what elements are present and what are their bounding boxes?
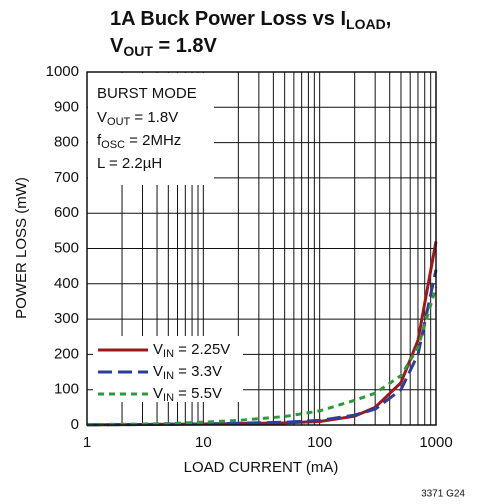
- annotation-part: = 1.8V: [130, 109, 178, 126]
- annotation: fOSC = 2MHz: [97, 132, 181, 151]
- x-tick-label: 10: [195, 434, 212, 451]
- annotation-box: [88, 73, 214, 185]
- title-part: = 1.8V: [153, 35, 218, 57]
- legend-text: V: [153, 363, 163, 380]
- y-tick-label: 300: [54, 310, 79, 327]
- annotation-part: V: [97, 109, 107, 126]
- x-tick-label: 100: [307, 434, 332, 451]
- annotation: VOUT = 1.8V: [97, 109, 178, 128]
- footnote: 3371 G24: [421, 489, 465, 500]
- title-part: V: [110, 35, 124, 57]
- annotation-part: BURST MODE: [97, 85, 197, 102]
- legend-text: IN: [163, 392, 174, 404]
- plot-frame: [86, 71, 437, 426]
- chart-title: 1A Buck Power Loss vs ILOAD,: [110, 8, 391, 31]
- y-tick-label: 1000: [46, 63, 79, 80]
- y-tick-label: 700: [54, 169, 79, 186]
- y-tick-label: 100: [54, 381, 79, 398]
- title-sub: OUT: [123, 43, 153, 59]
- annotation: L = 2.2µH: [97, 155, 162, 172]
- legend-text: = 2.25V: [174, 341, 230, 358]
- y-tick-label: 900: [54, 98, 79, 115]
- annotation-part: f: [97, 132, 102, 149]
- legend-text: IN: [163, 370, 174, 382]
- x-tick-label: 1: [83, 434, 91, 451]
- legend-text: = 5.5V: [174, 385, 222, 402]
- legend-text: V: [153, 341, 163, 358]
- y-tick-label: 500: [54, 239, 79, 256]
- annotation-part: = 2MHz: [125, 132, 181, 149]
- legend-entry: VIN = 5.5V: [153, 385, 222, 404]
- y-axis-label: POWER LOSS (mW): [13, 177, 30, 319]
- legend-entry: VIN = 3.3V: [153, 363, 222, 382]
- y-tick-label: 200: [54, 345, 79, 362]
- x-tick-label: 1000: [419, 434, 452, 451]
- title-part: 1A Buck Power Loss vs I: [110, 8, 346, 30]
- legend-text: = 3.3V: [174, 363, 222, 380]
- title-part: ,: [386, 8, 392, 30]
- title-sub: LOAD: [346, 16, 386, 32]
- annotation: BURST MODE: [97, 85, 197, 102]
- x-axis-label: LOAD CURRENT (mA): [184, 459, 339, 476]
- legend-text: V: [153, 385, 163, 402]
- legend-text: IN: [163, 348, 174, 360]
- annotation-sub: OSC: [101, 139, 125, 151]
- y-tick-label: 400: [54, 275, 79, 292]
- annotation-sub: OUT: [107, 116, 131, 128]
- chart-title: VOUT = 1.8V: [110, 35, 218, 58]
- legend-box: [93, 336, 243, 402]
- y-tick-label: 800: [54, 134, 79, 151]
- legend-entry: VIN = 2.25V: [153, 341, 230, 360]
- annotation-part: L = 2.2µH: [97, 155, 162, 172]
- y-tick-label: 0: [71, 416, 79, 433]
- y-tick-label: 600: [54, 204, 79, 221]
